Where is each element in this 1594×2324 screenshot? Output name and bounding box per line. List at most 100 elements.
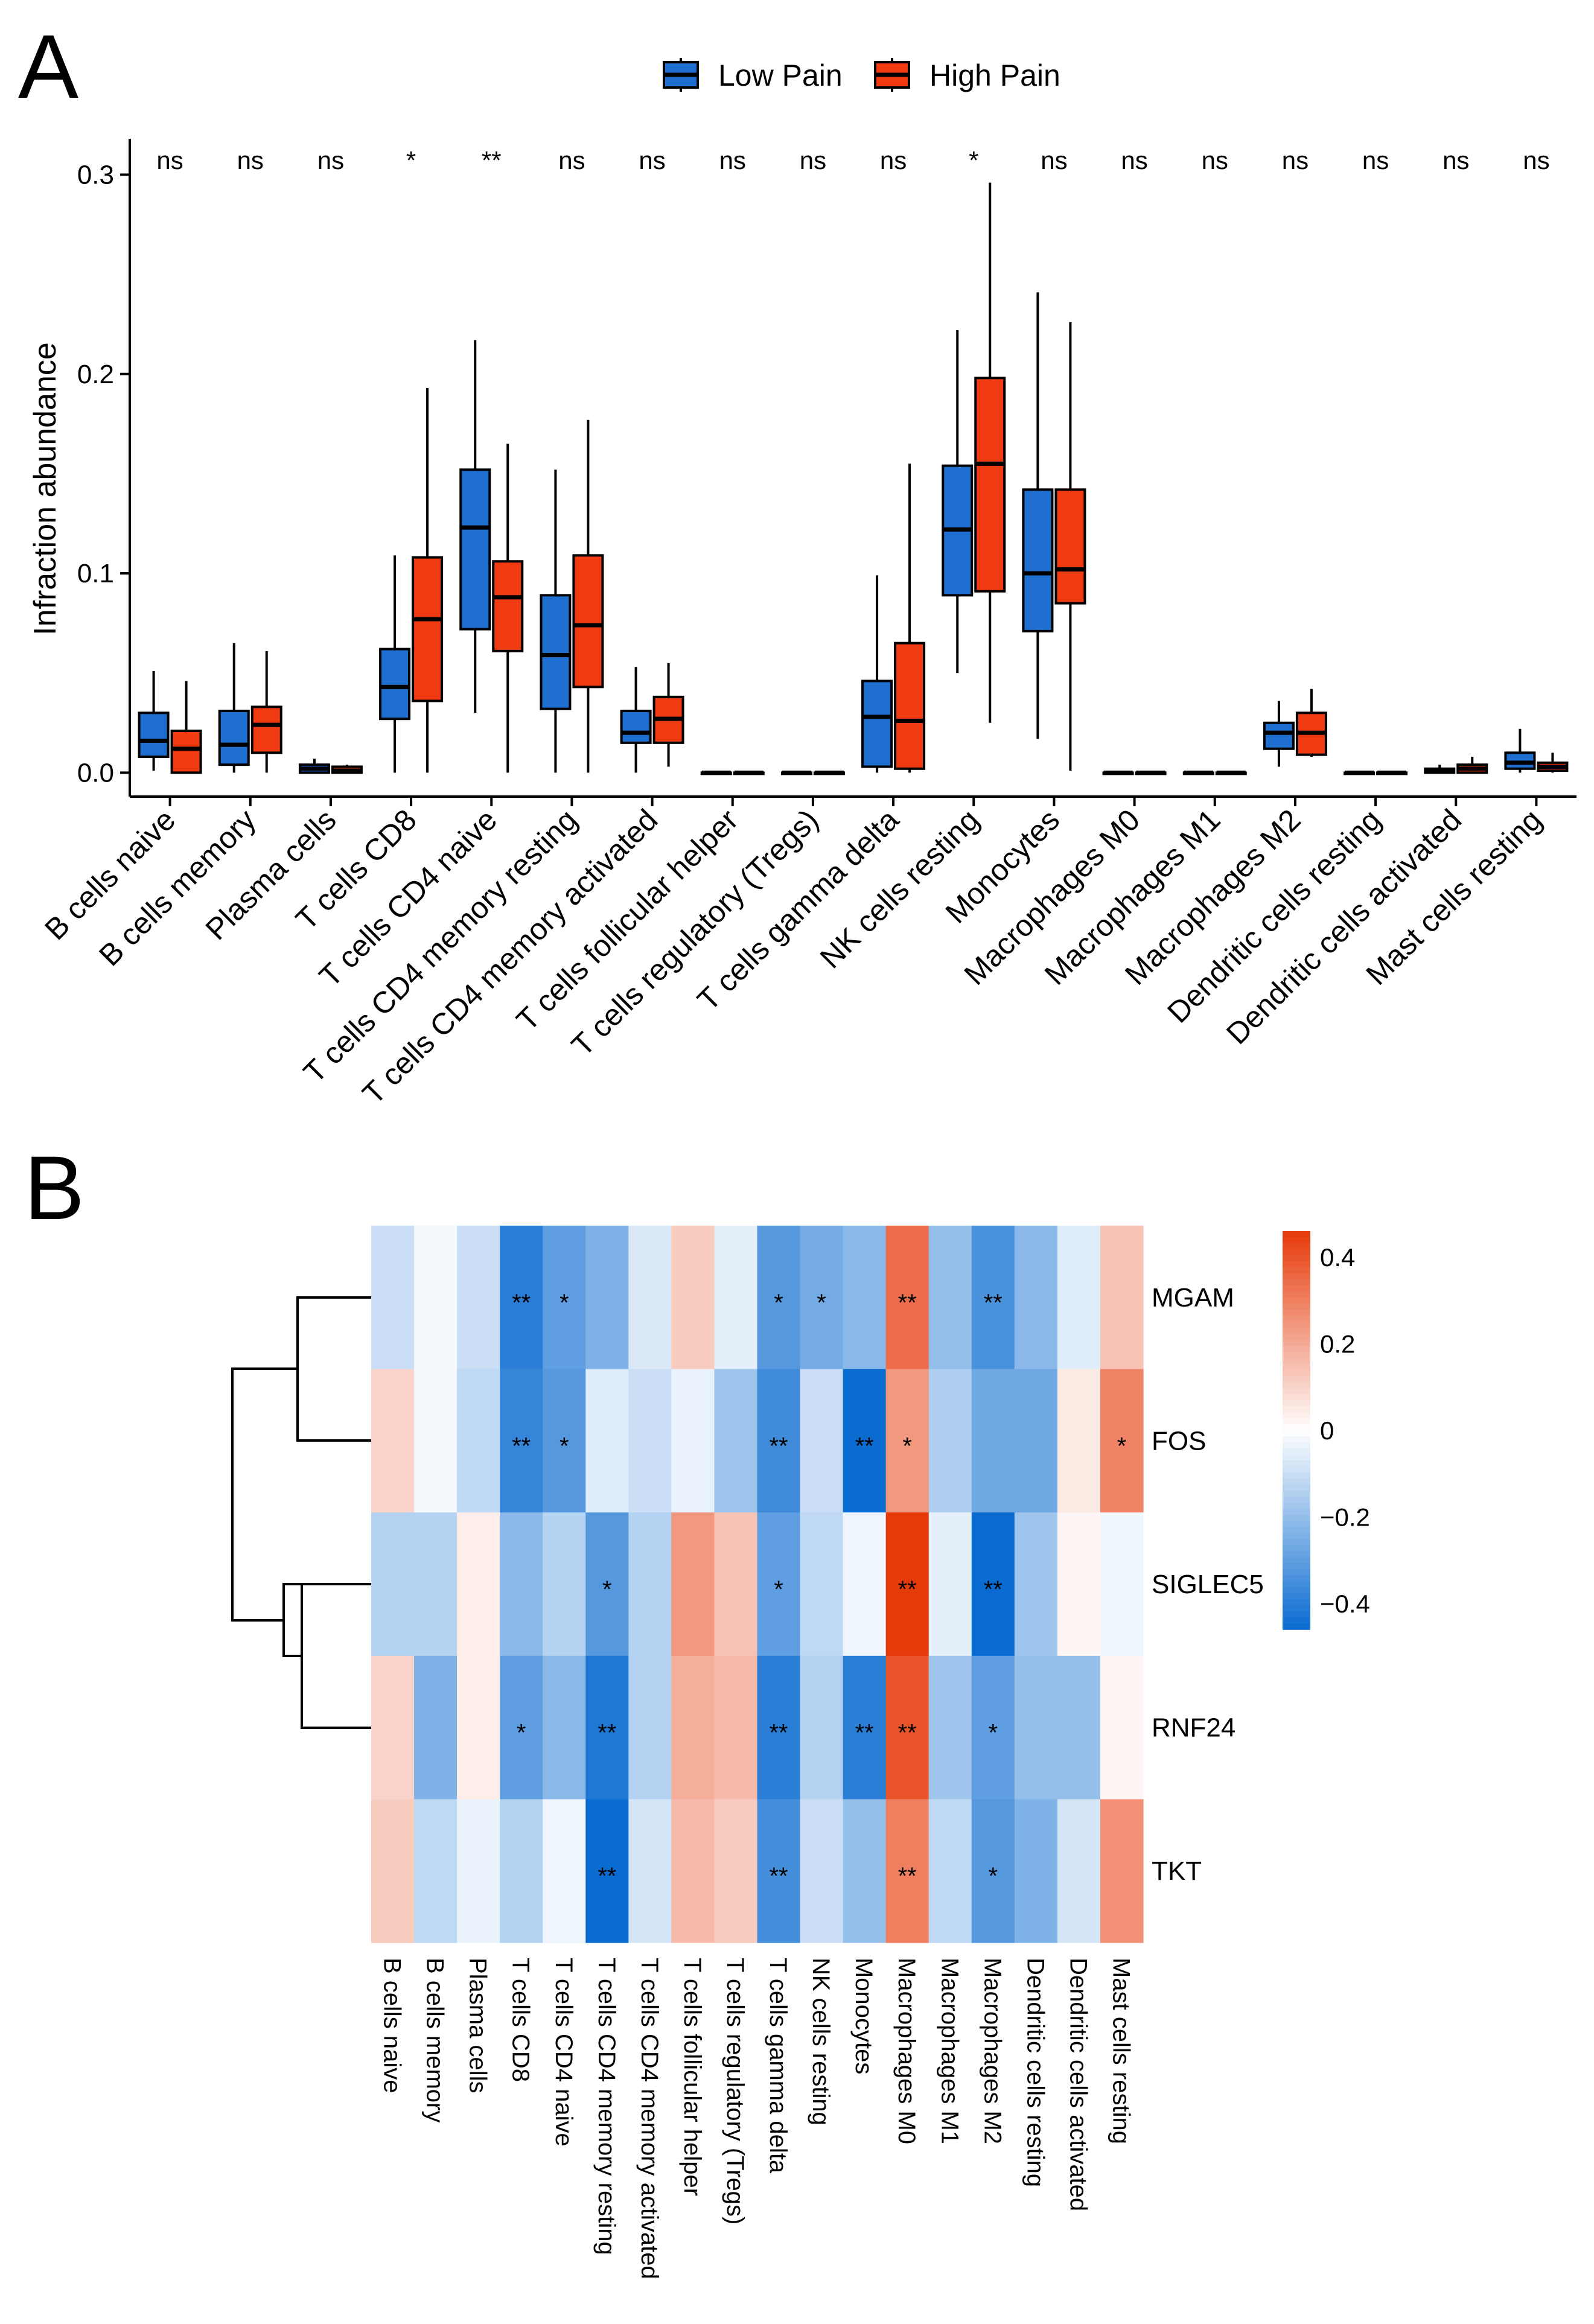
colorbar-segment (1283, 1497, 1310, 1503)
heatmap-cell (457, 1799, 500, 1943)
heatmap-cell (671, 1369, 715, 1513)
heatmap-cell (1100, 1369, 1144, 1513)
colorbar-segment (1283, 1617, 1310, 1624)
colorbar-segment (1283, 1485, 1310, 1491)
box-low-pain-monocytes (1022, 292, 1054, 739)
heatmap-cell (585, 1655, 629, 1800)
colorbar-segment (1283, 1581, 1310, 1588)
colorbar-segment (1283, 1545, 1310, 1552)
heatmap-cell (371, 1226, 415, 1370)
box-low-pain-t-cells-regulatory-tregs (780, 770, 812, 775)
heatmap-cell (500, 1369, 543, 1513)
colorbar-segment (1283, 1442, 1310, 1449)
colorbar-segment (1283, 1448, 1310, 1455)
heatmap-significance: * (1117, 1433, 1127, 1459)
box-high-pain-t-cells-regulatory-tregs (813, 770, 845, 775)
legend-label-high-pain: High Pain (929, 59, 1060, 92)
heatmap-column-label: Macrophages M0 (893, 1958, 920, 2144)
box-body (861, 680, 893, 768)
heatmap-cell (714, 1655, 758, 1800)
colorbar-segment (1283, 1509, 1310, 1515)
box-high-pain-monocytes (1054, 322, 1086, 771)
heatmap-cell (714, 1369, 758, 1513)
box-body (1263, 721, 1295, 750)
significance-label: ns (719, 146, 746, 174)
colorbar-segment (1283, 1551, 1310, 1558)
heatmap-cell (585, 1369, 629, 1513)
heatmap-cell (885, 1799, 929, 1943)
box-high-pain-t-cells-gamma-delta (894, 463, 926, 773)
box-low-pain-t-cells-cd4-naive (459, 340, 491, 713)
heatmap-significance: * (989, 1863, 998, 1889)
heatmap-column-label: T cells CD8 (508, 1958, 534, 2082)
heatmap-cell (371, 1512, 415, 1657)
heatmap-significance: * (817, 1290, 826, 1316)
box-body (492, 560, 524, 652)
heatmap-significance: ** (898, 1576, 917, 1603)
heatmap-column-label: T cells gamma delta (765, 1958, 791, 2174)
colorbar-segment (1283, 1599, 1310, 1606)
heatmap-cell (1100, 1512, 1144, 1657)
box-body (974, 377, 1006, 593)
colorbar-segment (1283, 1316, 1310, 1322)
heatmap-cell (1014, 1799, 1058, 1943)
heatmap-cell (800, 1226, 844, 1370)
significance-label: ns (639, 146, 665, 174)
heatmap-column-label: Mast cells resting (1108, 1958, 1134, 2144)
y-tick-label: 0.3 (77, 160, 114, 189)
colorbar-segment (1283, 1304, 1310, 1310)
colorbar-segment (1283, 1611, 1310, 1618)
heatmap-cell (757, 1799, 801, 1943)
heatmap-significance: * (559, 1290, 569, 1316)
heatmap-cell (971, 1655, 1015, 1800)
colorbar-segment (1283, 1521, 1310, 1527)
heatmap-significance: ** (898, 1290, 917, 1316)
box-body (1054, 488, 1086, 605)
colorbar-segment (1283, 1515, 1310, 1521)
heatmap-cell (585, 1512, 629, 1657)
box-body (894, 641, 926, 770)
significance-label: * (969, 146, 978, 174)
heatmap-significance: ** (769, 1433, 788, 1459)
heatmap-significance: ** (855, 1720, 874, 1746)
colorbar-segment (1283, 1279, 1310, 1286)
y-axis-title: Infraction abundance (28, 342, 63, 635)
heatmap-cell (1057, 1799, 1101, 1943)
panel-label-a: A (18, 16, 78, 117)
colorbar-segment (1283, 1454, 1310, 1461)
heatmap-column-label: Dendritic cells activated (1065, 1958, 1091, 2211)
heatmap-cell (585, 1226, 629, 1370)
significance-label: ns (156, 146, 183, 174)
heatmap-column-label: T cells CD4 memory activated (636, 1958, 663, 2279)
colorbar-segment (1283, 1430, 1310, 1437)
heatmap-cell (971, 1369, 1015, 1513)
heatmap-cell (628, 1799, 672, 1943)
box-body (540, 594, 572, 710)
box-high-pain-b-cells-memory (250, 651, 282, 773)
heatmap-column-label: Plasma cells (465, 1958, 491, 2093)
heatmap-cell (885, 1369, 929, 1513)
heatmap-cell (843, 1655, 887, 1800)
heatmap-column-label: Dendritic cells resting (1022, 1958, 1048, 2187)
legend-label-low-pain: Low Pain (718, 59, 843, 92)
significance-label: ns (1282, 146, 1309, 174)
box-high-pain-b-cells-naive (170, 681, 202, 774)
heatmap-cell (671, 1226, 715, 1370)
colorbar-segment (1283, 1358, 1310, 1364)
box-low-pain-b-cells-memory (218, 643, 250, 773)
heatmap-significance: * (902, 1433, 912, 1459)
box-body (170, 730, 202, 774)
box-high-pain-t-cells-cd4-naive (492, 444, 524, 773)
colorbar-segment (1283, 1466, 1310, 1473)
colorbar-segment (1283, 1400, 1310, 1407)
colorbar-segment (1283, 1291, 1310, 1298)
heatmap-significance: * (517, 1720, 526, 1746)
box-low-pain-t-cells-follicular-helper (700, 770, 732, 775)
heatmap-cell (671, 1512, 715, 1657)
heatmap-cell (457, 1512, 500, 1657)
colorbar-segment (1283, 1273, 1310, 1280)
box-body (138, 712, 170, 758)
box-low-pain-dendritic-cells-resting (1344, 770, 1376, 775)
colorbar-segment (1283, 1623, 1310, 1630)
heatmap-significance: * (774, 1576, 783, 1603)
